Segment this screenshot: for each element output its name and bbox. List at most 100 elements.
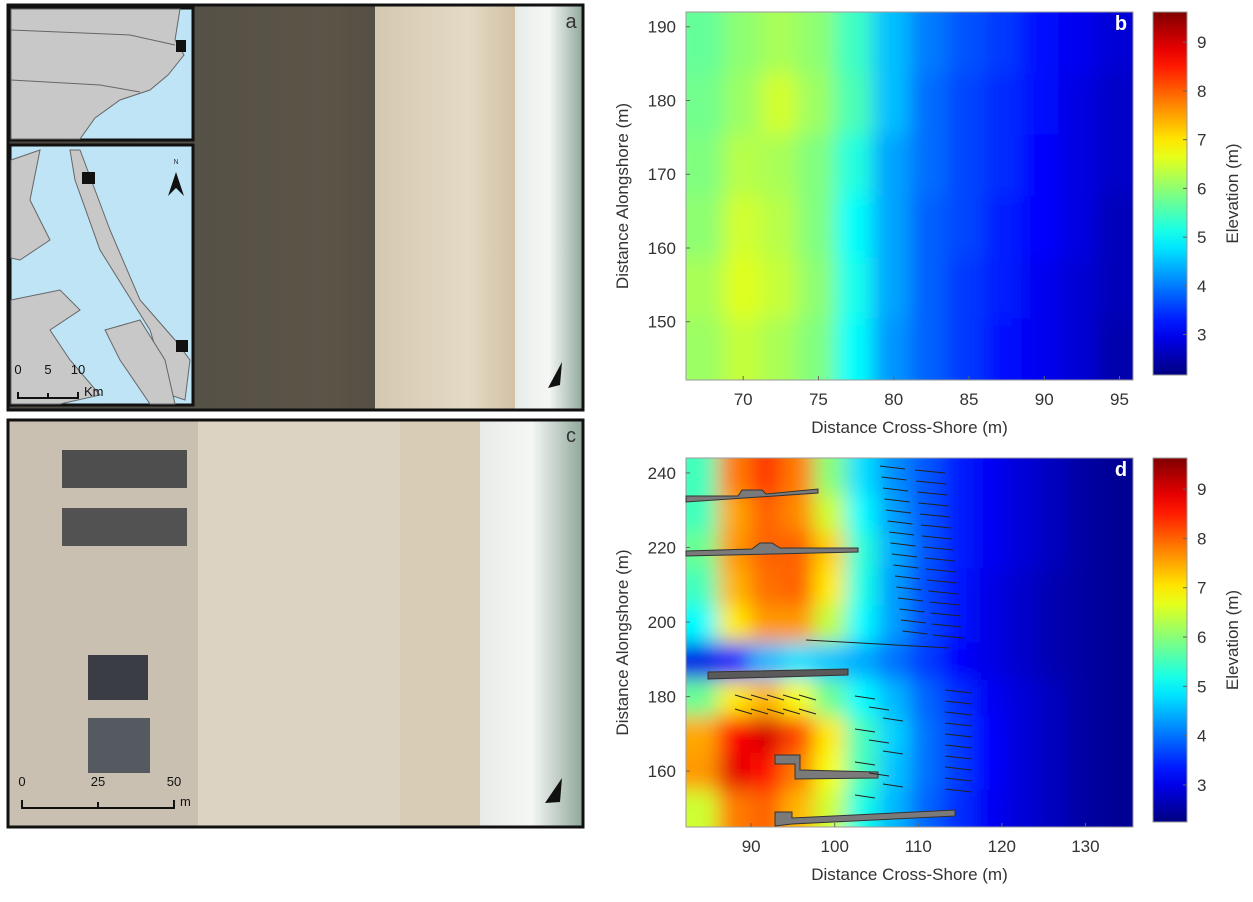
heatmap-cell (1021, 135, 1059, 197)
heatmap-cell (723, 196, 761, 258)
heatmap-cell (1037, 753, 1069, 790)
heatmap-cell (835, 135, 873, 197)
heatmap-cell (798, 135, 836, 197)
heatmap-cell (984, 257, 1022, 319)
heatmap-cell (1005, 606, 1037, 643)
heatmap-cell (872, 196, 910, 258)
heatmap-cell (1037, 569, 1069, 606)
scale-tick: 10 (71, 362, 85, 377)
colorbar-tick-label: 3 (1197, 776, 1206, 795)
colorbar-label: Elevation (m) (1223, 590, 1242, 690)
heatmap-cells (666, 438, 1154, 848)
heatmap-cell (814, 569, 846, 606)
house (88, 718, 150, 773)
heatmap-cell (973, 532, 1005, 569)
heatmap-cell (984, 73, 1022, 135)
heatmap-cell (941, 495, 973, 532)
heatmap-cell (761, 135, 799, 197)
panel-label: d (1115, 459, 1127, 481)
heatmap-cell (1059, 0, 1097, 74)
heatmap-cell (973, 643, 1005, 680)
heatmap-cell (798, 196, 836, 258)
heatmap-cell (782, 438, 814, 495)
heatmap-cell (878, 679, 910, 716)
heatmap-cell (1005, 569, 1037, 606)
heatmap-cell (1101, 438, 1153, 495)
heatmap-cell (666, 790, 718, 847)
y-tick-label: 180 (648, 688, 676, 707)
heatmap-cell (1101, 532, 1153, 569)
heatmap-cell (761, 257, 799, 319)
heatmap-cell (947, 0, 985, 74)
heatmap-cell (782, 569, 814, 606)
heatmap-cell (761, 319, 799, 401)
heatmap-cell (1005, 643, 1037, 680)
heatmap-cell (814, 495, 846, 532)
heatmap-cell (878, 716, 910, 753)
y-tick-label: 240 (648, 464, 676, 483)
heatmap-cell (1101, 569, 1153, 606)
heatmap-cell (1037, 643, 1069, 680)
heatmap-cell (872, 0, 910, 74)
heatmap-cell (1101, 495, 1153, 532)
heatmap-cell (878, 753, 910, 790)
heatmap-cell (1096, 73, 1154, 135)
heatmap-cell (973, 569, 1005, 606)
heatmap-cell (750, 606, 782, 643)
heatmap-cell (1069, 532, 1101, 569)
heatmap-cell (1059, 196, 1097, 258)
colorbar-tick-label: 5 (1197, 228, 1206, 247)
site-marker (82, 172, 95, 184)
heatmap-cell (1069, 495, 1101, 532)
heatmap-cell (723, 257, 761, 319)
heatmap-cell (910, 0, 948, 74)
panel-label: a (565, 11, 577, 33)
heatmap-cell (814, 679, 846, 716)
heatmap-cell (666, 569, 718, 606)
heatmap-cell (846, 643, 878, 680)
y-tick-label: 200 (648, 613, 676, 632)
heatmap-cell (798, 257, 836, 319)
x-tick-label: 110 (905, 837, 932, 856)
colorbar-tick-label: 7 (1197, 579, 1206, 598)
heatmap-cell (718, 753, 750, 790)
heatmap-cell (872, 319, 910, 401)
scale-tick: 50 (167, 774, 181, 789)
house (62, 450, 187, 488)
heatmap-cell (1096, 0, 1154, 74)
heatmap-cell (835, 319, 873, 401)
heatmap-cell (1101, 790, 1153, 847)
figure: a N 0 5 10 Km c (0, 0, 1253, 897)
heatmap-cell (723, 73, 761, 135)
heatmap-cell (1101, 753, 1153, 790)
heatmap-cell (878, 569, 910, 606)
heatmap-cell (941, 569, 973, 606)
north-label: N (173, 159, 178, 166)
y-axis-label: Distance Alongshore (m) (613, 549, 632, 735)
heatmap-cell (947, 257, 985, 319)
heatmap-cell (1059, 73, 1097, 135)
colorbar-tick-label: 4 (1197, 727, 1206, 746)
heatmap-cell (798, 319, 836, 401)
heatmap-cell (814, 606, 846, 643)
heatmap-cell (973, 495, 1005, 532)
y-tick-label: 160 (648, 762, 676, 781)
heatmap-cell (1021, 319, 1059, 401)
y-tick-label: 220 (648, 538, 676, 557)
y-axis-label: Distance Alongshore (m) (613, 103, 632, 289)
heatmap-cell (910, 679, 942, 716)
colorbar-tick-label: 9 (1197, 480, 1206, 499)
heatmap-cell (1096, 257, 1154, 319)
heatmap-cell (1005, 716, 1037, 753)
heatmap-cell (910, 196, 948, 258)
heatmap-cell (750, 569, 782, 606)
heatmap-cell (941, 532, 973, 569)
heatmap-cell (782, 495, 814, 532)
heatmap-cell (750, 716, 782, 753)
heatmap-cell (723, 319, 761, 401)
heatmap-cell (872, 135, 910, 197)
heatmap-cell (1096, 135, 1154, 197)
heatmap-cell (718, 438, 750, 495)
colorbar-label: Elevation (m) (1223, 143, 1242, 243)
x-tick-label: 100 (821, 837, 849, 856)
